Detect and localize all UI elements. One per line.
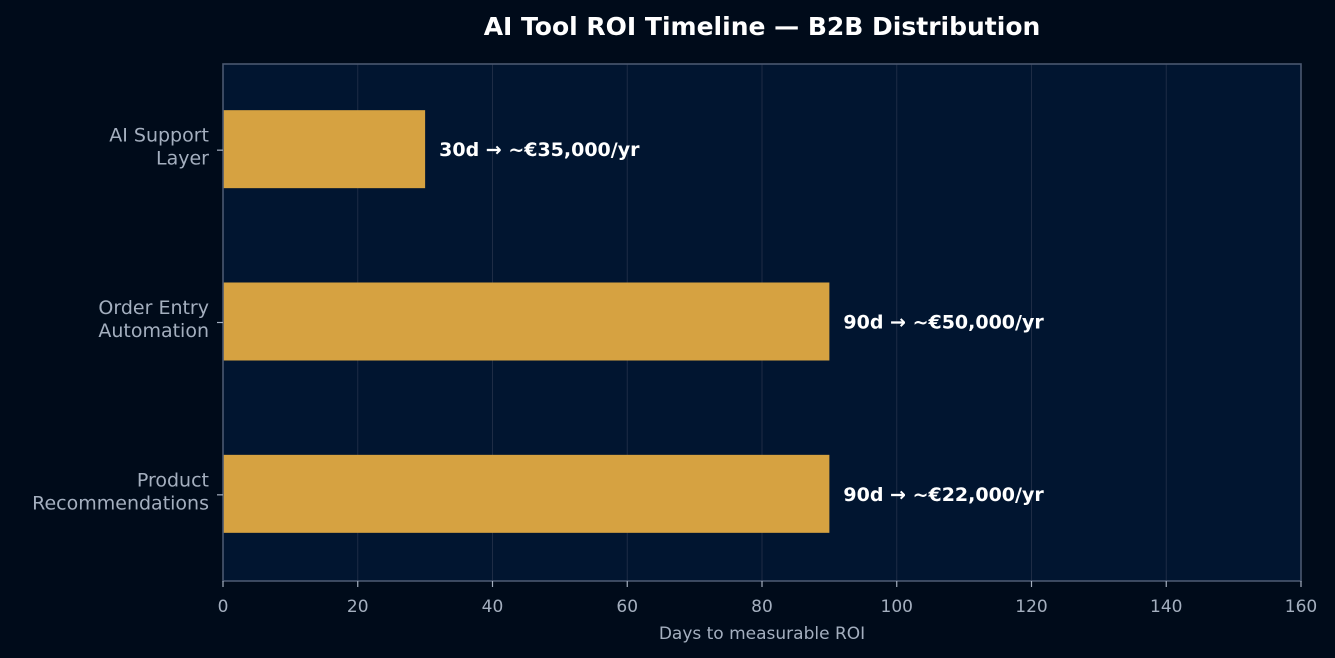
x-tick-label: 20 <box>347 597 369 617</box>
bar <box>223 454 830 533</box>
x-tick-label: 80 <box>751 597 773 617</box>
x-tick-label: 140 <box>1150 597 1182 617</box>
bar <box>223 110 426 189</box>
category-label: Product Recommendations <box>32 469 209 514</box>
x-tick-label: 120 <box>1015 597 1047 617</box>
x-axis: 0 20 40 60 80 100 120 140 160 <box>218 581 1317 617</box>
data-label: 90d → ~€50,000/yr <box>843 312 1044 334</box>
chart-title: AI Tool ROI Timeline — B2B Distribution <box>484 12 1041 41</box>
x-tick-label: 40 <box>482 597 504 617</box>
x-tick-label: 100 <box>881 597 913 617</box>
category-label: AI Support Layer <box>109 125 209 170</box>
data-labels: 30d → ~€35,000/yr 90d → ~€50,000/yr 90d → … <box>439 139 1044 506</box>
y-axis: AI Support Layer Order Entry Automation Prod… <box>32 125 223 514</box>
data-label: 30d → ~€35,000/yr <box>439 139 640 161</box>
x-tick-label: 160 <box>1285 597 1317 617</box>
category-label: Order Entry Automation <box>98 297 209 342</box>
bar <box>223 282 830 361</box>
data-label: 90d → ~€22,000/yr <box>843 484 1044 506</box>
x-axis-label: Days to measurable ROI <box>659 624 865 644</box>
x-tick-label: 0 <box>218 597 229 617</box>
bars <box>223 110 830 533</box>
x-tick-label: 60 <box>616 597 638 617</box>
